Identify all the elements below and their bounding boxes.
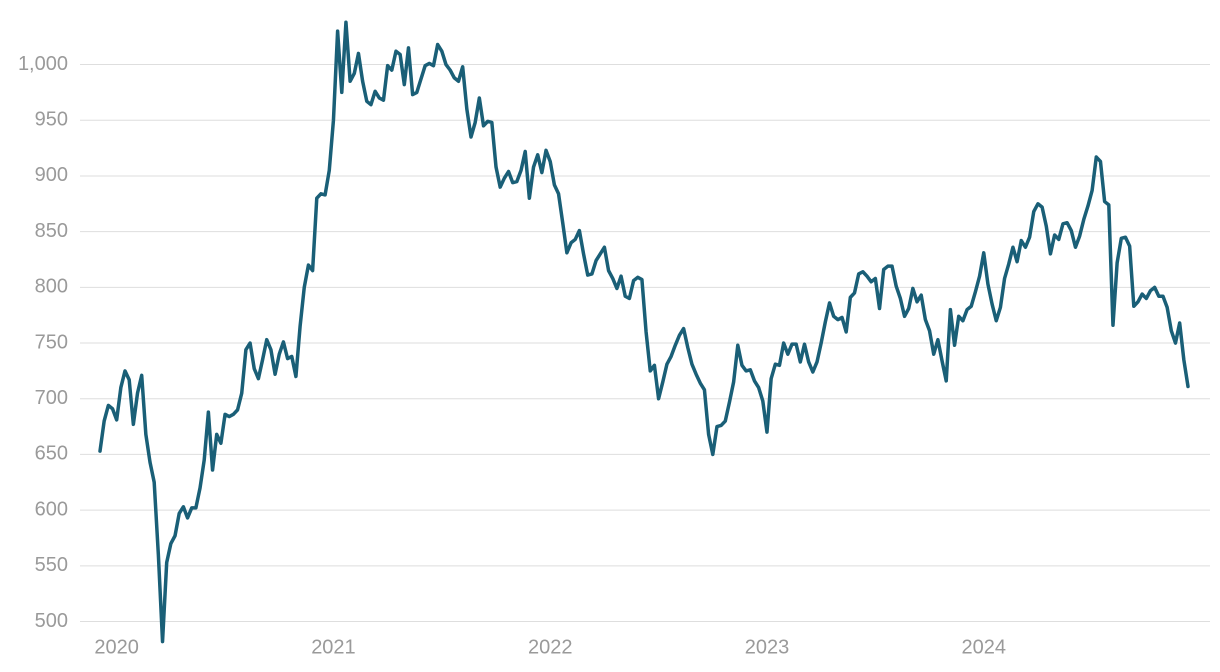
x-tick-label: 2021 [311,636,356,658]
y-tick-label: 750 [35,331,68,353]
y-tick-label: 650 [35,443,68,465]
y-tick-label: 800 [35,276,68,298]
y-tick-label: 550 [35,554,68,576]
x-tick-label: 2023 [745,636,790,658]
y-tick-label: 700 [35,387,68,409]
data-line [98,20,1190,644]
x-tick-label: 2024 [961,636,1006,658]
y-tick-label: 850 [35,220,68,242]
y-tick-label: 600 [35,498,68,520]
y-tick-label: 950 [35,109,68,131]
y-tick-label: 1,000 [18,53,68,75]
y-tick-label: 900 [35,164,68,186]
x-tick-label: 2020 [94,636,139,658]
x-tick-label: 2022 [528,636,573,658]
y-tick-label: 500 [35,610,68,632]
